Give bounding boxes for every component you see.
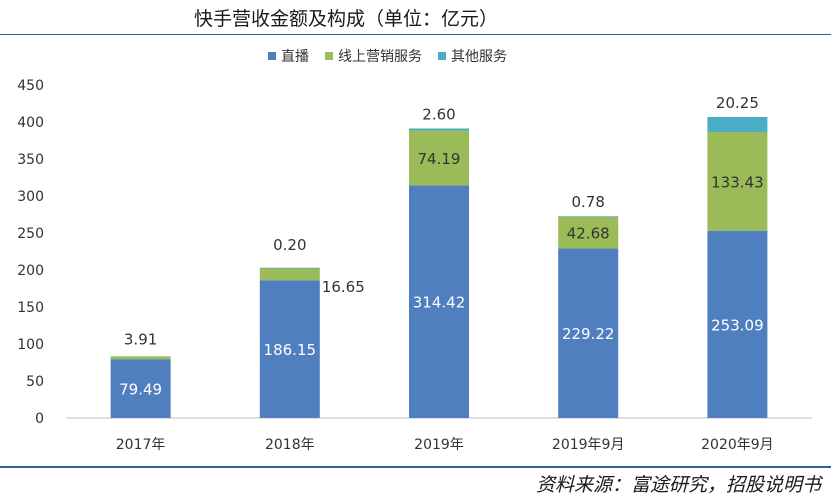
y-tick-label-1: 50 [26, 374, 44, 390]
data-label-0-4: 253.09 [711, 316, 764, 334]
data-label-1-0: 3.91 [124, 330, 157, 348]
data-label-2-2: 2.60 [422, 106, 455, 124]
bottom-rule [0, 466, 831, 468]
y-tick-label-6: 300 [17, 189, 44, 205]
y-tick-label-7: 350 [17, 152, 44, 168]
x-axis: 2017年 2018年 2019年 2019年9月 2020年9月 [66, 417, 812, 453]
bar-segment-0-1 [259, 280, 320, 418]
y-tick-label-4: 200 [17, 263, 44, 279]
bar-segment-1-2 [409, 130, 469, 186]
data-label-1-2: 74.19 [418, 150, 461, 168]
bar-segment-1-3 [558, 216, 619, 249]
chart-title: 快手营收金额及构成（单位：亿元） [194, 8, 499, 30]
data-labels: 79.49 3.91 186.15 16.65 0.20 314.42 74.19 2.60 2… [119, 94, 764, 399]
bar-segment-1-0 [110, 356, 171, 360]
data-label-1-1: 16.65 [322, 278, 365, 296]
bar-segment-0-3 [558, 248, 619, 418]
bar-segment-1-1 [259, 267, 320, 281]
legend-label-1: 线上营销服务 [338, 49, 422, 65]
x-tick-label-3: 2019年9月 [552, 437, 625, 453]
bar-segment-0-0 [110, 359, 171, 418]
y-tick-label-2: 100 [17, 337, 44, 353]
y-tick-label-3: 150 [17, 300, 44, 316]
data-label-2-1: 0.20 [273, 236, 306, 254]
bar-segment-0-2 [409, 185, 469, 418]
source-note: 资料来源：富途研究，招股说明书 [535, 474, 821, 496]
bar-segment-2-2 [409, 128, 469, 131]
legend: 直播 线上营销服务 其他服务 [268, 48, 507, 65]
bar-segment-0-4 [707, 230, 768, 418]
bar-segment-2-3 [558, 216, 619, 217]
bar-segment-2-4 [707, 116, 768, 132]
legend-label-2: 其他服务 [451, 49, 507, 65]
top-rule [0, 34, 831, 35]
data-label-1-4: 133.43 [711, 173, 764, 191]
revenue-chart: 直播 线上营销服务 其他服务 0 50 100 150 200 250 300 350 400 450… [17, 48, 812, 453]
bars [110, 116, 768, 418]
bar-segment-1-4 [707, 131, 768, 231]
legend-swatch-0 [268, 52, 276, 60]
x-tick-label-2: 2019年 [414, 437, 464, 453]
data-label-1-3: 42.68 [567, 225, 610, 243]
x-tick-label-1: 2018年 [265, 437, 315, 453]
legend-label-0: 直播 [281, 48, 309, 65]
y-tick-label-0: 0 [35, 411, 44, 427]
data-label-0-0: 79.49 [119, 381, 162, 399]
data-label-0-3: 229.22 [562, 325, 615, 343]
legend-swatch-2 [438, 52, 446, 60]
y-tick-label-8: 400 [17, 115, 44, 131]
x-tick-label-4: 2020年9月 [701, 437, 774, 453]
y-tick-label-9: 450 [17, 78, 44, 94]
data-label-2-4: 20.25 [716, 94, 759, 112]
data-label-0-2: 314.42 [413, 294, 466, 312]
y-tick-label-5: 250 [17, 226, 44, 242]
legend-swatch-1 [325, 52, 333, 60]
y-axis: 0 50 100 150 200 250 300 350 400 450 [17, 78, 44, 427]
bar-segment-2-1 [259, 267, 320, 269]
data-label-2-3: 0.78 [571, 193, 604, 211]
x-tick-label-0: 2017年 [116, 437, 166, 453]
data-label-0-1: 186.15 [264, 341, 317, 359]
